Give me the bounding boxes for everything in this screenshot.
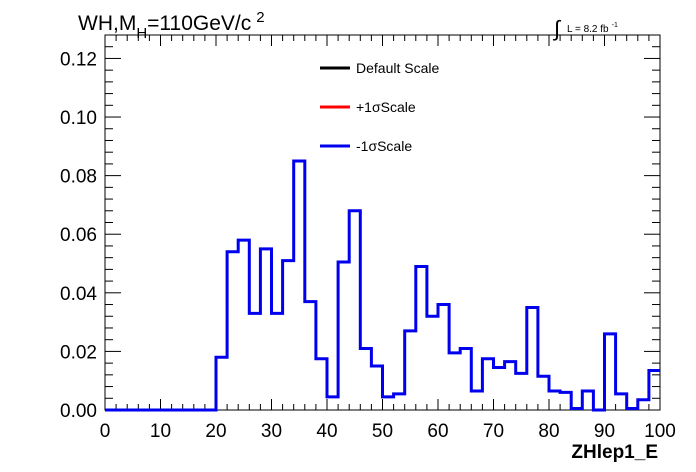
y-tick-label: 0.12 [60, 49, 97, 70]
lumi-text: L = 8.2 fb [567, 24, 609, 35]
x-axis-label: ZHlep1_E [571, 442, 658, 463]
x-tick-label: 70 [483, 421, 504, 442]
y-tick-label: 0.04 [60, 284, 97, 305]
series-line [105, 159, 660, 412]
legend-label: +1σScale [356, 99, 416, 115]
x-tick-label: 100 [644, 421, 676, 442]
legend-label: -1σScale [356, 138, 412, 154]
chart-title: WH,MH=110GeV/c 2 [78, 9, 265, 42]
chart-title-superscript: 2 [256, 9, 264, 26]
y-tick-label: 0.06 [60, 225, 97, 246]
x-tick-label: 40 [316, 421, 337, 442]
lumi-label: L = 8.2 fb -1 [567, 22, 618, 35]
legend-label: Default Scale [356, 60, 439, 76]
chart-title-main: WH,M [78, 12, 136, 35]
y-tick-label: 0.02 [60, 342, 97, 363]
chart-title-subscript: H [136, 25, 147, 42]
x-tick-label: 90 [594, 421, 615, 442]
axis-tick-labels: 0 10 20 30 40 50 60 70 80 90 100 0.00 0.02 0.04 0.06 0.… [60, 49, 676, 442]
axis-ticks [104, 34, 661, 411]
series-layer [105, 159, 660, 412]
x-tick-label: 20 [205, 421, 226, 442]
y-tick-label: 0.00 [60, 401, 97, 422]
x-tick-label: 60 [427, 421, 448, 442]
legend: Default Scale +1σScale -1σScale [320, 60, 439, 154]
x-tick-label: 50 [372, 421, 393, 442]
lumi-integral-symbol: ∫ [552, 16, 562, 41]
y-tick-label: 0.08 [60, 167, 97, 188]
y-tick-label: 0.10 [60, 108, 97, 129]
x-tick-label: 10 [150, 421, 171, 442]
lumi-superscript: -1 [612, 22, 618, 29]
x-tick-label: 30 [261, 421, 282, 442]
chart-title-rest: =110GeV/c [147, 12, 251, 35]
x-tick-label: 0 [100, 421, 111, 442]
x-tick-label: 80 [538, 421, 559, 442]
